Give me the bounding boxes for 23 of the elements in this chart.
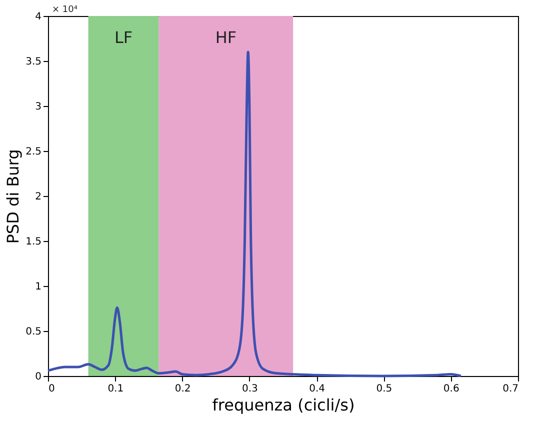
y-tick-label: 3.5: [26, 56, 42, 68]
y-tick-label: 2.5: [26, 146, 42, 158]
x-tick-label: 0.6: [443, 384, 460, 394]
y-tick-label: 1: [35, 282, 42, 292]
x-tick-label: 0.5: [376, 384, 392, 394]
band-label: HF: [215, 28, 237, 47]
x-tick-label: 0: [48, 384, 55, 394]
x-tick-label: 0.4: [309, 384, 326, 394]
y-tick-label: 1.5: [26, 236, 42, 248]
y-tick-label: 2: [35, 192, 42, 202]
band-label: LF: [114, 28, 133, 47]
y-tick-label: 4: [35, 12, 42, 22]
y-tick-label: 0.5: [26, 326, 42, 338]
x-tick-label: 0.7: [502, 384, 518, 394]
x-tick-label: 0.2: [174, 384, 191, 394]
x-tick-label: 0.3: [242, 384, 258, 394]
text: × 10⁴: [52, 5, 78, 15]
y-axis-title: PSD di Burg: [4, 149, 23, 244]
x-axis-title: frequenza (cicli/s): [212, 396, 355, 414]
line-series: [46, 50, 462, 378]
y-tick-label: 0: [35, 372, 42, 382]
y-tick-label: 3: [35, 102, 42, 112]
x-tick-label: 0.1: [108, 384, 124, 394]
